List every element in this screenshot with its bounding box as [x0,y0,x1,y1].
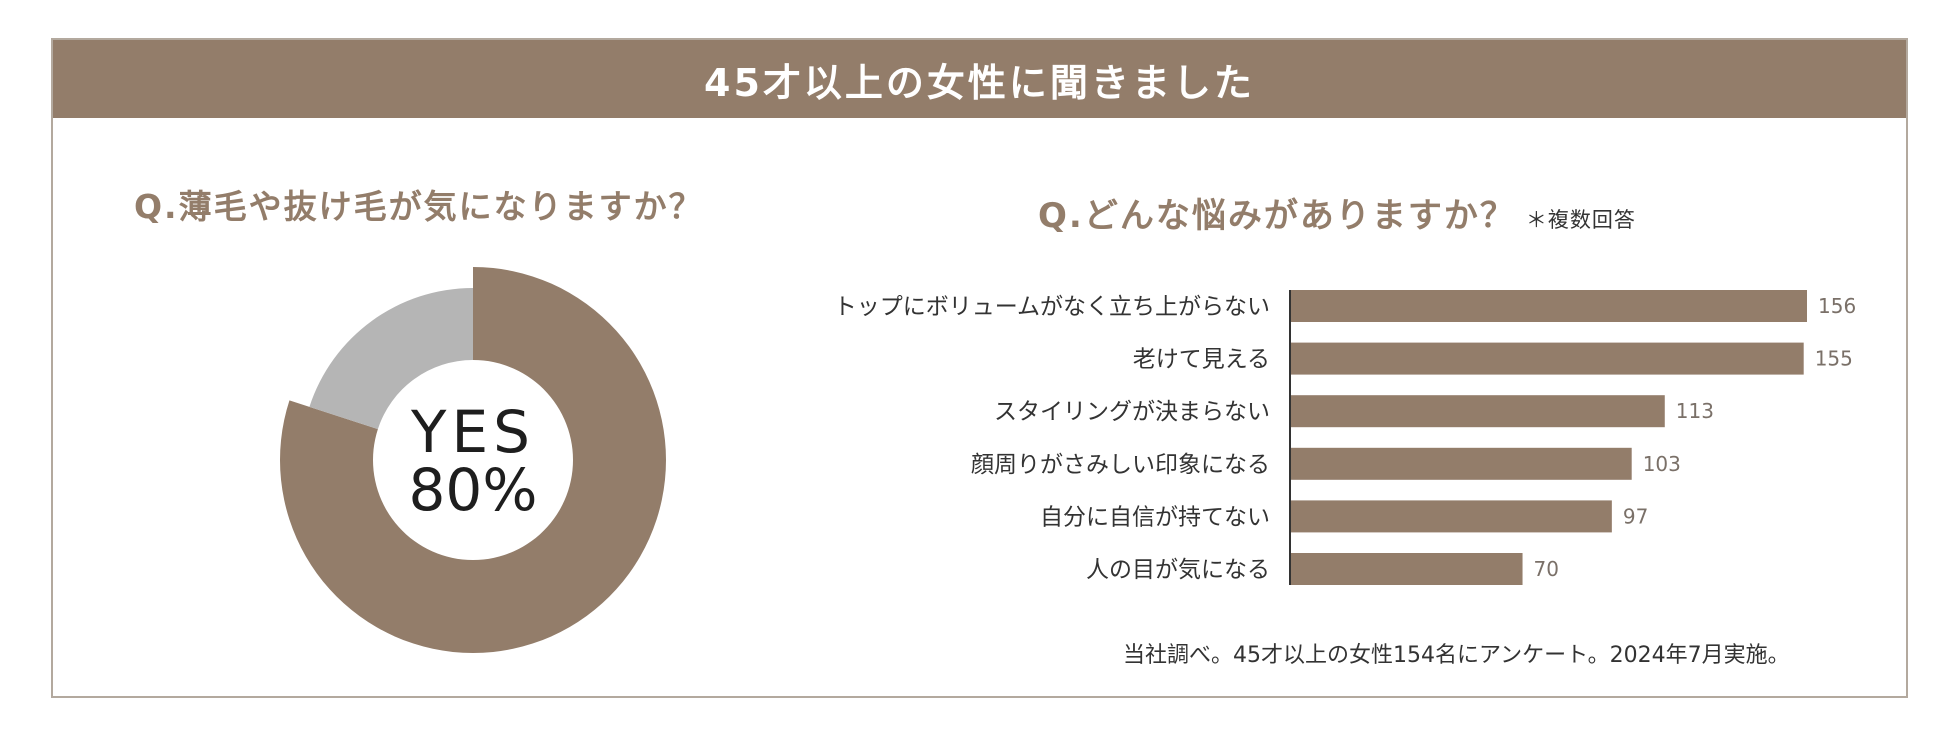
donut-center-yes: YES [411,398,535,466]
right-question: Q.どんな悩みがありますか？ ＊複数回答 [1038,188,1636,237]
bar-value-label: 113 [1676,399,1714,423]
bar-1 [1291,342,1804,375]
bar-category-label: 自分に自信が持てない [1040,504,1270,530]
donut-slice-yes [279,267,666,653]
bar-category-label: 顔周りがさみしい印象になる [971,452,1270,478]
donut-center-value: 80% [408,456,538,524]
source-note: 当社調べ。45才以上の女性154名にアンケート。2024年7月実施。 [1123,643,1790,668]
bar-value-label: 103 [1643,452,1681,476]
donut-slice-other [309,288,473,430]
bar-4 [1291,500,1612,533]
donut-center-label: YES 80% [373,403,573,519]
bar-0 [1291,290,1807,322]
right-question-text: Q.どんな悩みがありますか？ [1038,196,1516,236]
bar-category-label: スタイリングが決まらない [994,399,1270,425]
bar-value-label: 155 [1815,347,1853,371]
multiple-answer-note: ＊複数回答 [1525,208,1636,232]
bar-value-label: 70 [1534,557,1559,581]
left-question-text: Q.薄毛や抜け毛が気になりますか？ [134,187,704,226]
bar-3 [1291,447,1632,480]
left-question: Q.薄毛や抜け毛が気になりますか？ [134,180,704,228]
banner-title: 45才以上の女性に聞きました [53,40,1906,118]
bar-value-label: 156 [1818,294,1856,318]
bar-value-label: 97 [1623,504,1648,528]
bar-category-label: 老けて見える [1133,347,1270,373]
bar-category-label: トップにボリュームがなく立ち上がらない [834,294,1270,320]
bar-category-label: 人の目が気になる [1086,557,1270,583]
bar-5 [1291,553,1523,585]
bar-2 [1291,395,1665,428]
